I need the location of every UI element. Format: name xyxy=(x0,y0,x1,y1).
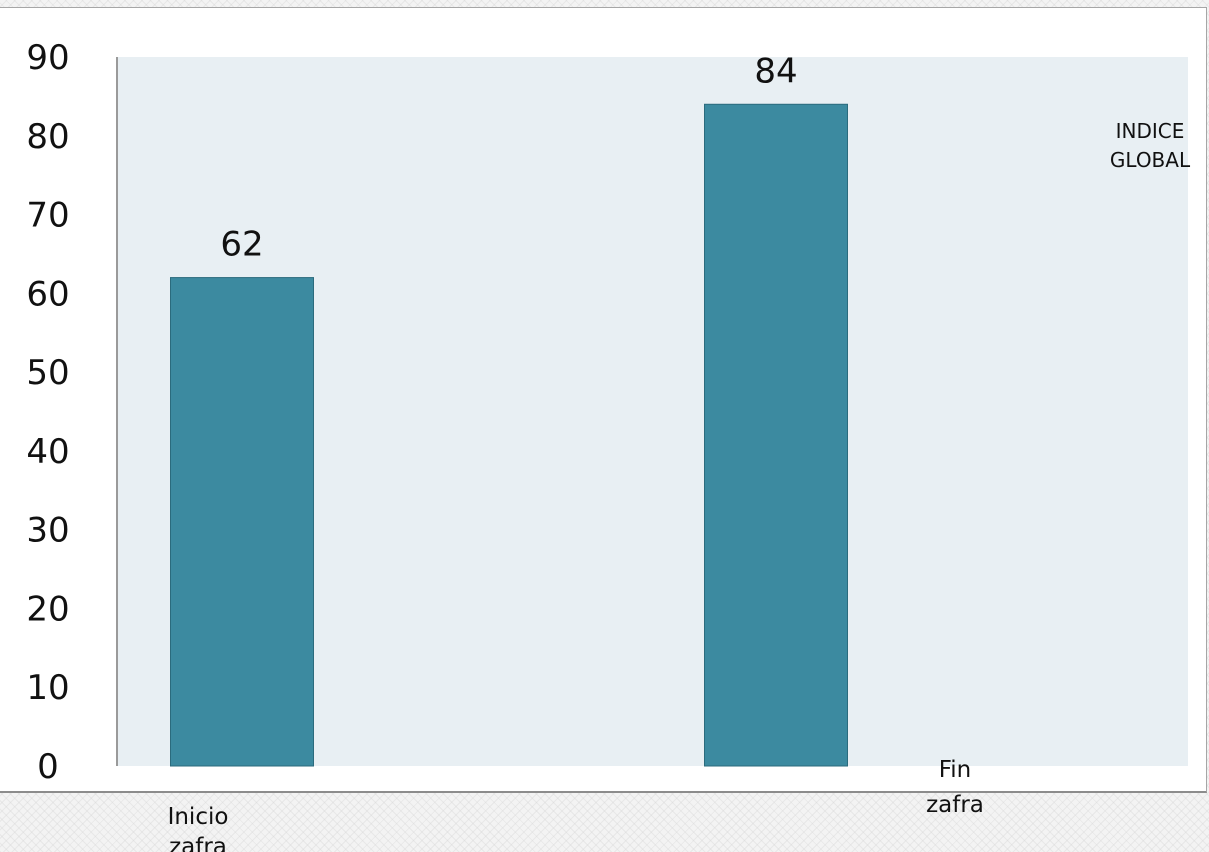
data-label: 62 xyxy=(220,225,263,265)
bar xyxy=(704,103,848,767)
y-tick-label: 50 xyxy=(26,353,69,393)
y-tick-label: 70 xyxy=(26,196,69,236)
bars xyxy=(170,103,848,767)
y-tick-label: 10 xyxy=(26,668,69,708)
y-tick-label: 30 xyxy=(26,511,69,551)
y-axis-ticks: 0 10 20 30 40 50 60 70 80 90 xyxy=(26,38,69,787)
y-tick-label: 20 xyxy=(26,589,69,629)
data-label: 84 xyxy=(754,51,797,91)
category-label: zafra xyxy=(926,792,984,818)
y-tick-label: 80 xyxy=(26,117,69,157)
data-labels: 62 84 xyxy=(220,51,797,264)
bar xyxy=(170,277,314,767)
legend: INDICE GLOBAL xyxy=(1110,119,1191,172)
legend-entry-label: INDICE xyxy=(1116,119,1185,143)
category-label: zafra xyxy=(169,834,227,852)
category-labels: Inicio zafra Fin zafra xyxy=(168,757,984,852)
legend-entry-label: GLOBAL xyxy=(1110,148,1191,172)
y-tick-label: 40 xyxy=(26,432,69,472)
category-label: Inicio xyxy=(168,804,229,830)
y-tick-label: 60 xyxy=(26,274,69,314)
y-tick-label: 90 xyxy=(26,38,69,78)
category-label: Fin xyxy=(939,757,972,783)
y-tick-label: 0 xyxy=(37,747,59,787)
